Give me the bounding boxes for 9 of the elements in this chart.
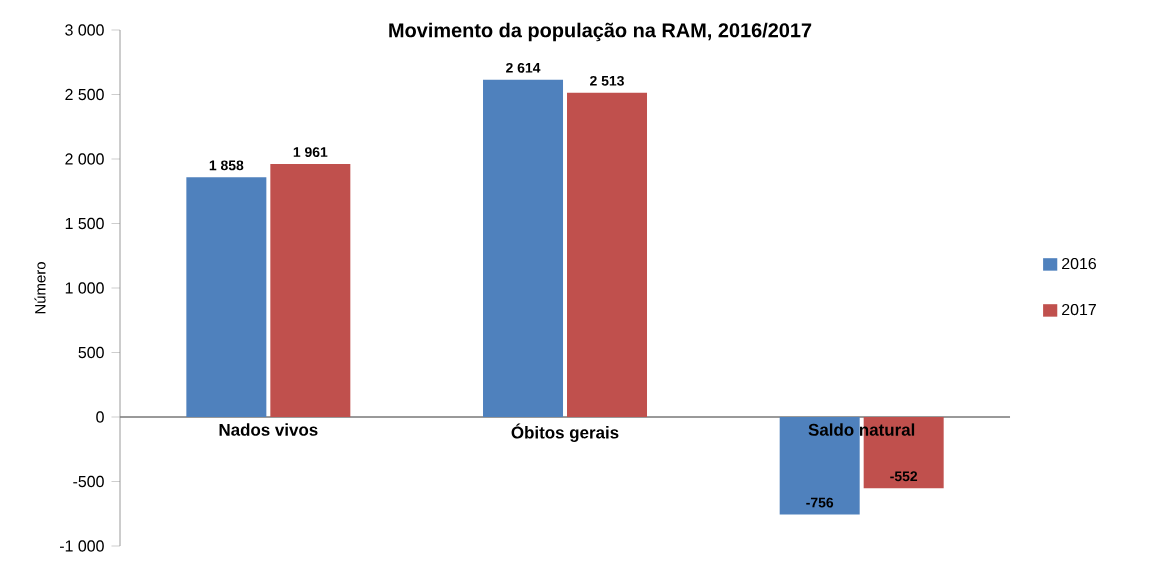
bar [270, 164, 351, 417]
bar [186, 177, 267, 417]
x-tick-label: Nados vivos [219, 423, 318, 436]
bar [567, 92, 648, 417]
bar [863, 417, 944, 489]
bar [779, 417, 860, 515]
chart-title: Movimento da população na RAM, 2016/2017 [389, 22, 812, 42]
x-tick-label: Óbitos gerais [511, 423, 619, 442]
bar [483, 79, 564, 417]
